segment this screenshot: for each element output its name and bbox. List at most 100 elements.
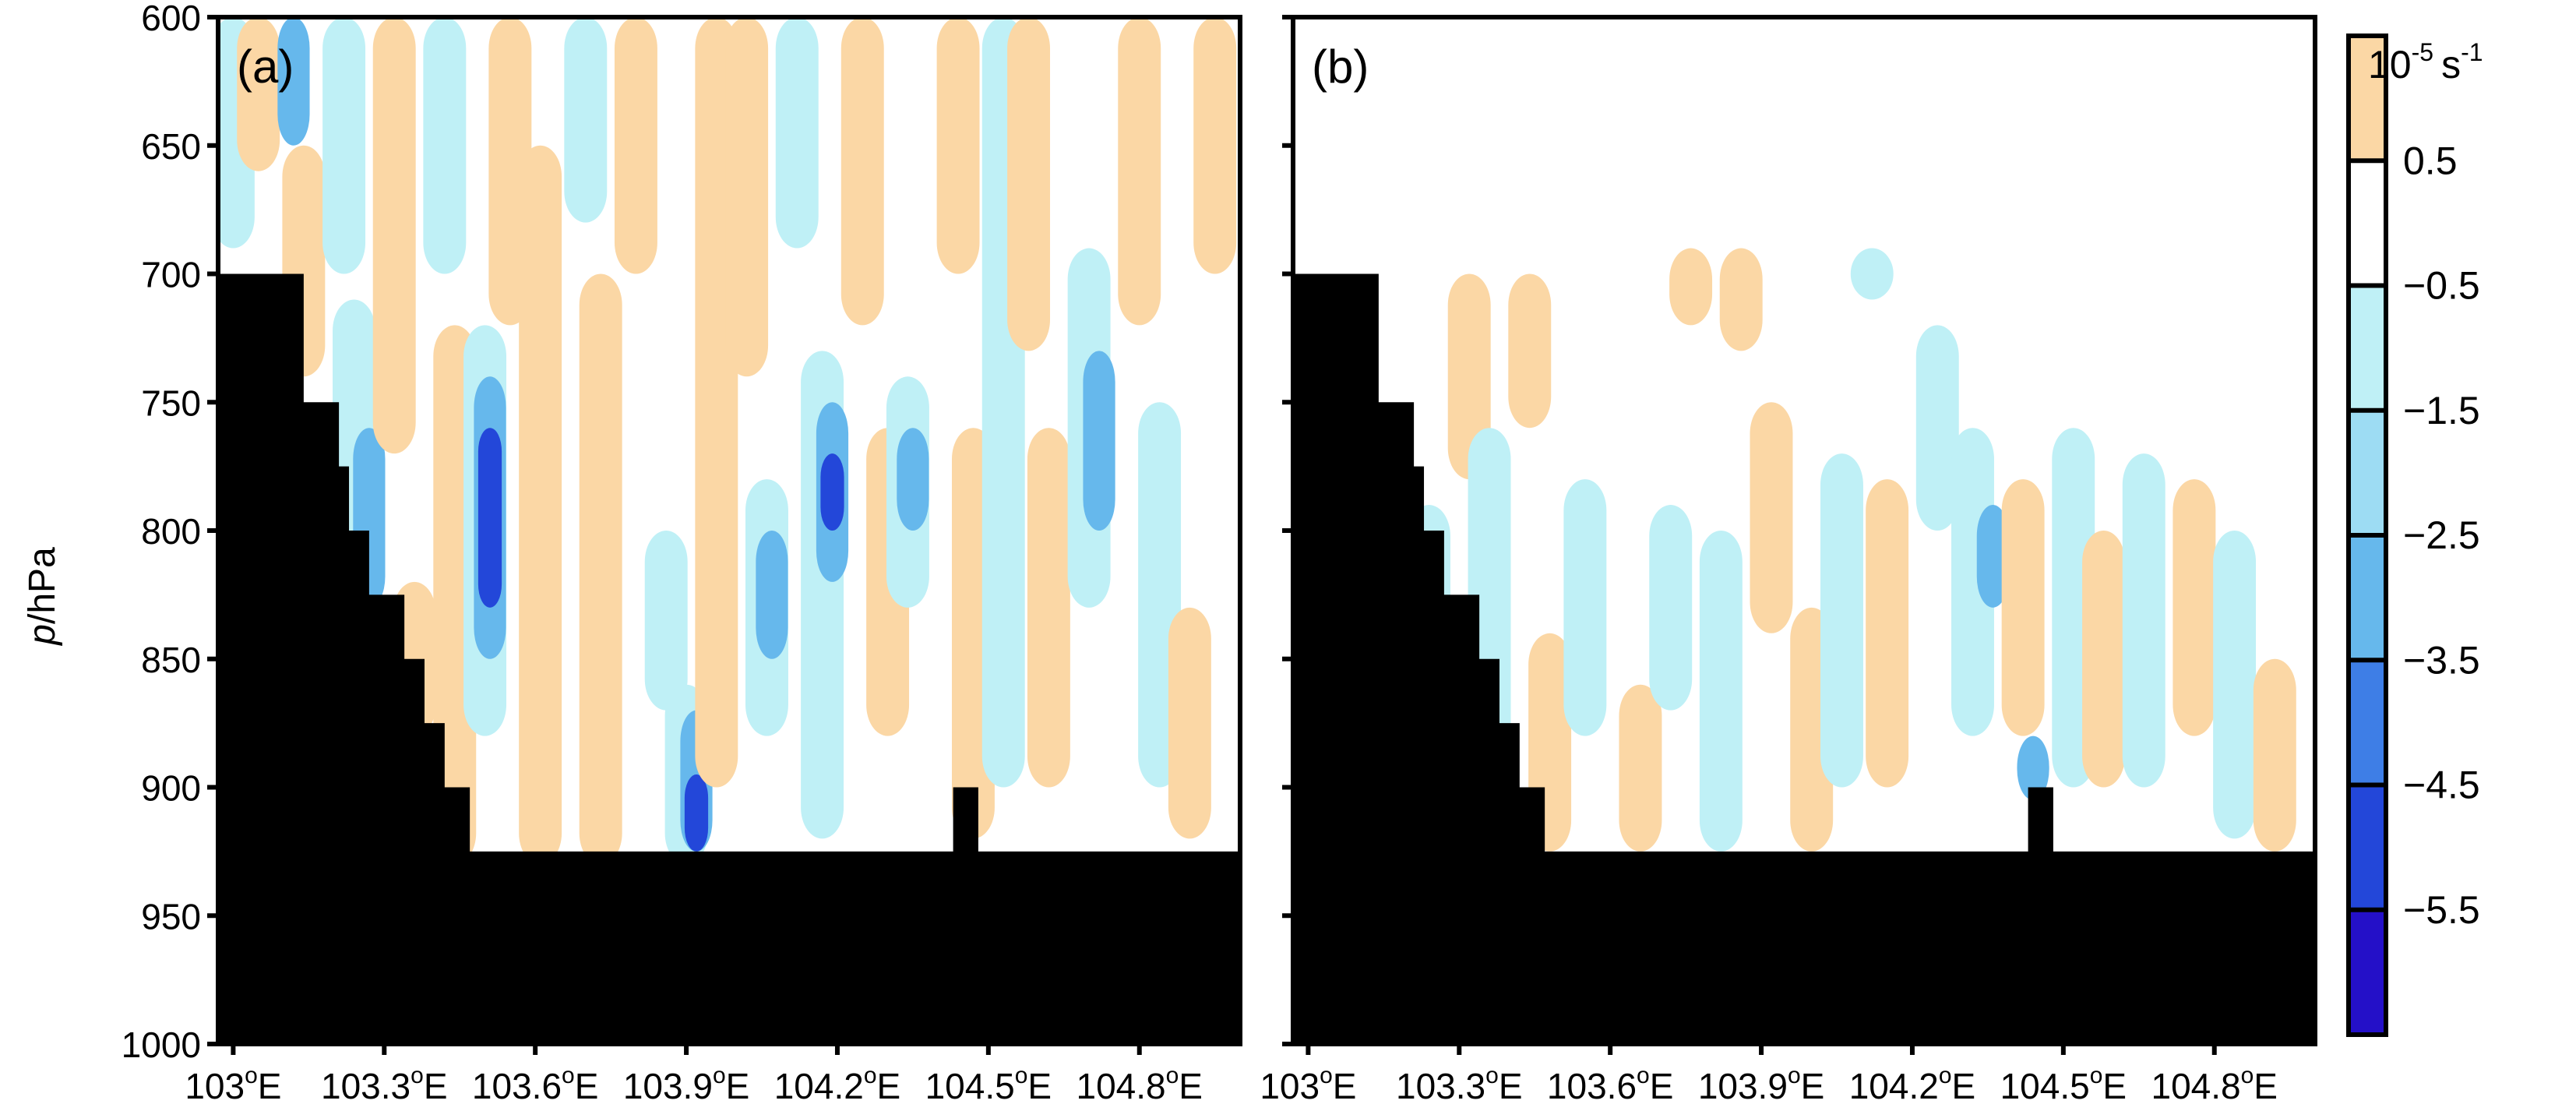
colorbar-bin: [2349, 285, 2386, 411]
field-band-light-blue: [1820, 453, 1863, 788]
colorbar-frame: [2346, 34, 2388, 1037]
colorbar-label: −4.5: [2403, 764, 2480, 807]
field-band-orange: [1619, 684, 1662, 852]
field-band-blue: [1083, 351, 1115, 531]
x-tick-label: 103.9oE: [1698, 1063, 1825, 1104]
field-band-orange: [1669, 248, 1713, 326]
colorbar-unit: 10-5 s-1: [2368, 38, 2483, 86]
field-band-light-blue: [2213, 531, 2257, 839]
colorbar-unit-exp2: -1: [2461, 38, 2483, 66]
field-band-blue: [277, 17, 310, 146]
panel-b: 103oE 103.3oE 103.6oE 103.9oE 104.2oE 104.5oE…: [1260, 15, 2317, 1104]
colorbar-bin: [2349, 410, 2386, 535]
y-tick-label: 1000: [122, 1025, 201, 1065]
field-band-deep-blue: [684, 774, 709, 852]
x-tick-label: 104.2oE: [774, 1063, 901, 1104]
y-tick-label: 600: [141, 0, 201, 38]
field-band-light-blue: [644, 531, 688, 711]
field-band-blue: [2017, 735, 2049, 800]
y-tick-label: 750: [141, 383, 201, 423]
colorbar-unit-s: s: [2441, 43, 2461, 86]
field-band-light-blue: [1915, 325, 1959, 531]
colorbar-unit-exp: -5: [2412, 38, 2433, 66]
divergence-field: [1293, 248, 2315, 1044]
colorbar-bin: [2349, 160, 2386, 286]
field-band-orange: [1168, 607, 1211, 839]
x-tick-label: 103.3oE: [1396, 1063, 1523, 1104]
field-band-deep-blue: [820, 453, 844, 531]
x-tick-label: 104.2oE: [1849, 1063, 1976, 1104]
field-band-orange: [1508, 273, 1552, 429]
field-band-orange: [2253, 658, 2296, 852]
y-tick-label: 650: [141, 126, 201, 167]
y-tick-label: 950: [141, 896, 201, 936]
field-band-orange: [372, 17, 416, 454]
field-band-orange: [2173, 479, 2216, 736]
colorbar-bin: [2349, 535, 2386, 661]
colorbar-label: 0.5: [2403, 139, 2458, 182]
field-band-orange: [1866, 479, 1909, 788]
colorbar-bin: [2349, 909, 2386, 1035]
field-band-orange: [1447, 273, 1491, 480]
field-band-deep-blue: [477, 428, 502, 608]
field-band-orange: [237, 17, 280, 171]
field-band-light-blue: [2122, 453, 2165, 788]
x-tick-label: 103oE: [1260, 1063, 1356, 1104]
field-band-orange: [614, 17, 657, 274]
field-band-orange: [1750, 402, 1793, 633]
colorbar-bin: [2349, 785, 2386, 910]
x-tick-label: 104.5oE: [925, 1063, 1052, 1104]
field-band-light-blue: [423, 17, 467, 274]
field-band-orange: [1007, 17, 1051, 351]
y-axis-label-rest: /hPa: [22, 547, 63, 624]
terrain-mask: [218, 273, 1240, 1044]
x-tick-label: 103oE: [185, 1063, 281, 1104]
x-tick-label: 104.8oE: [1076, 1063, 1203, 1104]
y-tick-label: 850: [141, 640, 201, 680]
y-axis-label: p/hPa: [22, 547, 63, 647]
field-band-orange: [840, 17, 884, 326]
y-axis-label-italic: p: [22, 624, 63, 647]
field-band-light-blue: [775, 17, 819, 249]
divergence-field: [218, 17, 1240, 1044]
field-band-orange: [725, 17, 769, 377]
terrain-mask: [1293, 273, 2315, 1044]
field-band-blue: [897, 428, 929, 531]
field-band-blue: [1976, 505, 2009, 608]
field-band-light-blue: [564, 17, 608, 223]
colorbar-label: −2.5: [2403, 513, 2480, 557]
field-band-orange: [1118, 17, 1161, 326]
colorbar-bin: [2349, 36, 2386, 161]
x-tick-label: 103.6oE: [472, 1063, 599, 1104]
field-band-orange: [2001, 479, 2045, 736]
field-band-blue: [756, 531, 788, 659]
field-band-light-blue: [1563, 479, 1607, 736]
y-tick-label: 700: [141, 255, 201, 295]
x-tick-label: 103.9oE: [623, 1063, 750, 1104]
field-band-orange: [579, 273, 622, 865]
field-band-light-blue: [1649, 505, 1693, 711]
colorbar-label: −3.5: [2403, 638, 2480, 682]
field-band-light-blue: [1951, 428, 1994, 736]
panel-label: (b): [1312, 41, 1369, 93]
x-tick-label: 104.5oE: [2000, 1063, 2127, 1104]
colorbar-label: −1.5: [2403, 389, 2480, 432]
x-tick-label: 103.6oE: [1547, 1063, 1674, 1104]
x-tick-label: 104.8oE: [2151, 1063, 2278, 1104]
colorbar-bin: [2349, 660, 2386, 785]
colorbar: 0.5 −0.5 −1.5 −2.5 −3.5 −4.5 −5.5: [2346, 34, 2480, 1037]
x-tick-label: 103.3oE: [321, 1063, 447, 1104]
field-band-light-blue: [1850, 248, 1894, 300]
y-tick-label: 900: [141, 768, 201, 809]
field-band-orange: [1193, 17, 1237, 274]
field-band-light-blue: [322, 17, 366, 274]
field-band-orange: [519, 145, 562, 865]
y-tick-label: 800: [141, 511, 201, 552]
colorbar-label: −5.5: [2403, 888, 2480, 932]
field-band-orange: [1027, 428, 1070, 788]
field-band-light-blue: [1699, 531, 1743, 852]
field-band-orange: [936, 17, 980, 274]
panel-label: (a): [237, 41, 294, 93]
